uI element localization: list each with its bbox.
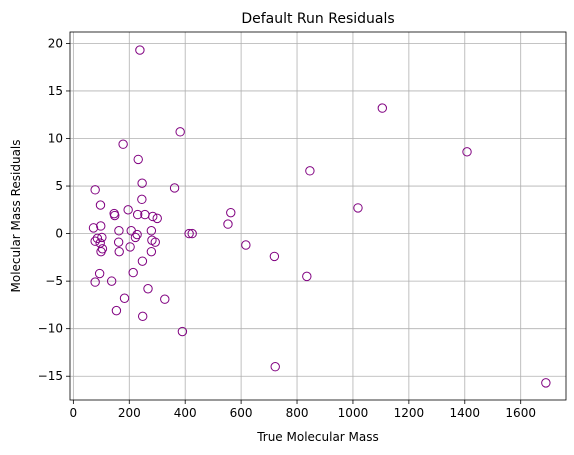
data-point xyxy=(119,293,130,303)
data-point xyxy=(187,228,197,239)
data-point xyxy=(241,240,251,250)
x-tick-label: 400 xyxy=(174,406,197,420)
data-point xyxy=(90,185,100,195)
data-point xyxy=(541,378,551,388)
data-point xyxy=(169,183,180,193)
data-point xyxy=(114,226,124,236)
data-point xyxy=(90,236,100,246)
y-tick-label: 20 xyxy=(48,36,63,50)
y-tick-label: −5 xyxy=(45,274,63,288)
data-point xyxy=(96,221,106,231)
data-point xyxy=(111,305,122,316)
y-tick-label: 15 xyxy=(48,84,63,98)
x-tick-label: 600 xyxy=(230,406,253,420)
data-point xyxy=(305,166,315,176)
data-point xyxy=(152,213,162,224)
x-tick-label: 0 xyxy=(70,406,78,420)
data-point xyxy=(132,209,143,220)
data-point xyxy=(90,277,100,287)
data-point xyxy=(160,294,170,304)
data-point xyxy=(302,271,312,282)
data-point xyxy=(135,45,145,55)
points-layer xyxy=(88,45,551,388)
data-point xyxy=(143,284,153,294)
data-point xyxy=(150,237,160,247)
x-tick-label: 1000 xyxy=(338,406,369,420)
y-tick-label: −10 xyxy=(38,322,63,336)
data-point xyxy=(94,268,105,279)
x-tick-label: 1600 xyxy=(505,406,536,420)
y-tick-label: 0 xyxy=(55,227,63,241)
x-tick-label: 800 xyxy=(286,406,309,420)
grid-layer xyxy=(70,32,566,400)
data-point xyxy=(269,251,280,262)
chart-title: Default Run Residuals xyxy=(241,11,394,27)
data-point xyxy=(177,326,188,337)
data-point xyxy=(95,200,106,210)
data-point xyxy=(226,207,236,218)
data-point xyxy=(106,276,117,286)
data-point xyxy=(123,205,133,215)
data-point xyxy=(146,226,157,236)
x-tick-label: 200 xyxy=(118,406,141,420)
data-point xyxy=(137,178,147,188)
y-tick-label: −15 xyxy=(38,369,63,383)
data-point xyxy=(462,147,472,157)
data-point xyxy=(96,246,106,257)
x-tick-label: 1400 xyxy=(450,406,481,420)
data-point xyxy=(223,219,233,229)
x-axis-label: True Molecular Mass xyxy=(256,430,379,444)
data-point xyxy=(113,237,124,247)
data-point xyxy=(128,267,138,278)
data-point xyxy=(118,139,128,149)
data-point xyxy=(353,203,363,213)
data-point xyxy=(137,194,147,205)
data-point xyxy=(133,154,143,165)
y-axis-label: Molecular Mass Residuals xyxy=(9,139,23,292)
data-point xyxy=(125,242,135,252)
data-point xyxy=(175,127,185,137)
data-point xyxy=(132,229,142,240)
data-point xyxy=(137,256,148,266)
data-point xyxy=(114,246,124,257)
x-tick-label: 1200 xyxy=(394,406,425,420)
data-point xyxy=(146,246,157,257)
data-point xyxy=(88,223,99,233)
data-point xyxy=(184,228,194,239)
data-point xyxy=(270,362,280,372)
plot-frame xyxy=(69,31,567,401)
y-tick-label: 5 xyxy=(55,179,63,193)
ticks-layer: 0 200 400 600 800 1000 1200 1400 1600 −15 −10 −5 0 5 1… xyxy=(38,36,536,420)
data-point xyxy=(110,210,120,221)
data-point xyxy=(377,103,388,113)
data-point xyxy=(130,232,141,243)
y-tick-label: 10 xyxy=(48,132,63,146)
data-point xyxy=(92,233,103,244)
data-point xyxy=(137,311,148,322)
data-point xyxy=(148,211,158,222)
